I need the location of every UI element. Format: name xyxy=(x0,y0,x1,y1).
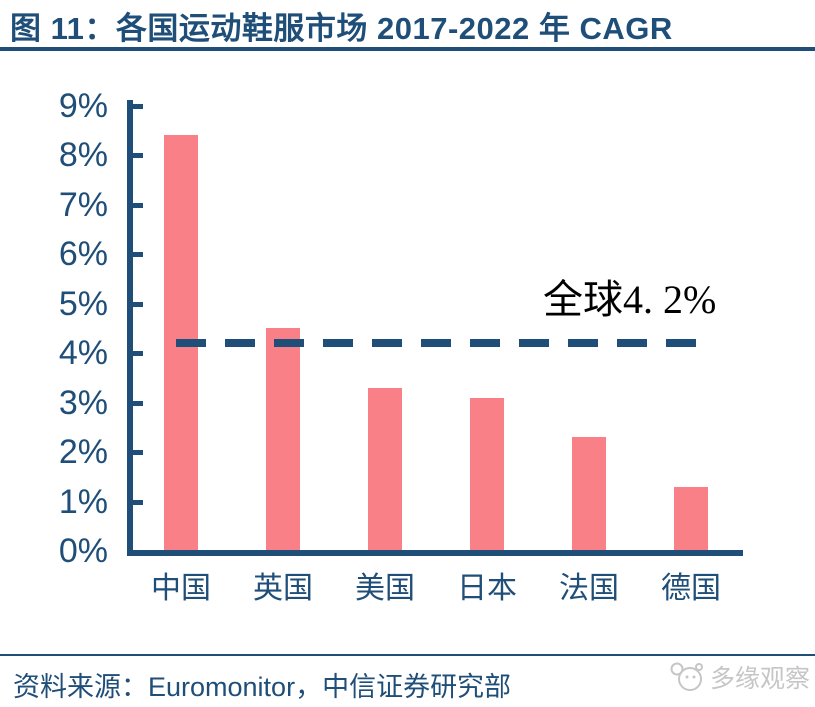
y-axis-label: 4% xyxy=(58,334,108,372)
y-axis-tick xyxy=(133,301,143,307)
y-axis-label: 9% xyxy=(58,86,108,125)
x-axis-label: 中国 xyxy=(151,572,211,605)
bar-法国 xyxy=(572,437,606,553)
source-note: 资料来源：Euromonitor，中信证券研究部 xyxy=(13,672,512,702)
y-axis-tick xyxy=(133,153,143,158)
x-axis-line xyxy=(127,550,743,556)
watermark-logo-icon xyxy=(670,662,703,691)
watermark: 多缘观察 xyxy=(667,659,810,695)
watermark-text: 多缘观察 xyxy=(709,665,810,693)
y-axis-tick xyxy=(133,202,143,208)
y-axis-tick xyxy=(133,103,143,109)
y-axis-label: 8% xyxy=(58,136,108,174)
bar-英国 xyxy=(266,328,300,553)
y-axis-tick xyxy=(133,400,143,406)
y-axis-label: 6% xyxy=(58,235,108,273)
figure-title: 图 11：各国运动鞋服市场 2017-2022 年 CAGR xyxy=(10,11,673,46)
y-axis-label: 7% xyxy=(58,185,108,224)
footer-divider xyxy=(0,654,815,656)
y-axis-tick xyxy=(133,351,143,356)
y-axis-label: 1% xyxy=(58,482,108,521)
x-axis-label: 日本 xyxy=(457,572,517,605)
x-axis-label: 德国 xyxy=(661,572,721,605)
y-axis-tick xyxy=(133,450,143,455)
y-axis-label: 2% xyxy=(58,433,108,471)
y-axis-line xyxy=(127,100,133,556)
bar-德国 xyxy=(674,486,708,553)
bar-chart: 全球4. 2% 中国 英国 美国 日本 法国 德国 9% 8% 7% 6% 5% 4% 3% 2% 1% 0% xyxy=(58,86,743,605)
x-axis-label: 美国 xyxy=(355,572,415,605)
global-average-dashed-line xyxy=(176,339,698,348)
title-divider xyxy=(0,47,815,51)
bar-日本 xyxy=(470,397,504,553)
y-axis-label: 5% xyxy=(58,284,108,323)
bar-美国 xyxy=(368,387,402,553)
y-axis-tick xyxy=(133,499,143,505)
y-axis-label: 0% xyxy=(58,532,108,570)
y-axis-label: 3% xyxy=(58,383,108,422)
x-axis-label: 法国 xyxy=(559,572,619,605)
global-average-label: 全球4. 2% xyxy=(543,277,717,322)
y-axis-tick xyxy=(133,252,143,257)
x-axis-label: 英国 xyxy=(253,572,313,605)
